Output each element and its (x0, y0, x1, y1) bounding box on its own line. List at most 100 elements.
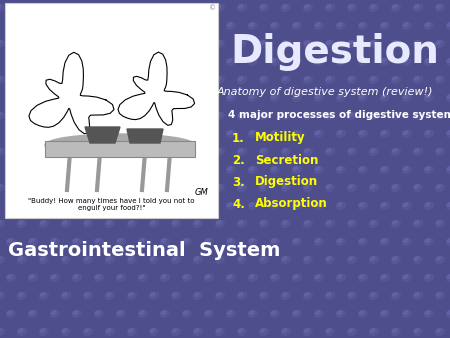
Ellipse shape (62, 41, 67, 44)
Ellipse shape (293, 23, 301, 29)
Ellipse shape (172, 221, 177, 224)
Ellipse shape (194, 113, 202, 119)
Ellipse shape (139, 239, 144, 242)
Ellipse shape (271, 311, 279, 317)
Ellipse shape (337, 274, 342, 279)
Ellipse shape (392, 113, 397, 116)
Text: 4.: 4. (232, 197, 245, 211)
Ellipse shape (183, 23, 191, 29)
Ellipse shape (227, 130, 232, 135)
Ellipse shape (447, 167, 450, 173)
Ellipse shape (62, 113, 67, 116)
Ellipse shape (0, 329, 4, 335)
Ellipse shape (139, 130, 144, 135)
Ellipse shape (62, 329, 70, 335)
Ellipse shape (359, 58, 364, 63)
Ellipse shape (73, 311, 81, 317)
Ellipse shape (84, 257, 92, 263)
Ellipse shape (216, 257, 221, 260)
Ellipse shape (227, 167, 232, 170)
Ellipse shape (0, 257, 4, 263)
Ellipse shape (150, 257, 155, 260)
Ellipse shape (95, 59, 103, 65)
Ellipse shape (414, 293, 419, 296)
Ellipse shape (414, 149, 422, 155)
Ellipse shape (161, 59, 169, 65)
Ellipse shape (293, 59, 301, 65)
Ellipse shape (18, 113, 26, 119)
Ellipse shape (84, 293, 89, 296)
Ellipse shape (205, 131, 213, 137)
Ellipse shape (260, 257, 268, 263)
Ellipse shape (0, 113, 1, 116)
Ellipse shape (216, 149, 221, 152)
Ellipse shape (436, 329, 441, 332)
Ellipse shape (315, 239, 320, 242)
Ellipse shape (348, 329, 356, 335)
Ellipse shape (381, 131, 389, 137)
FancyBboxPatch shape (45, 141, 195, 157)
Ellipse shape (161, 239, 166, 242)
Ellipse shape (40, 221, 45, 224)
Ellipse shape (183, 239, 191, 245)
Ellipse shape (403, 239, 408, 242)
Ellipse shape (282, 77, 287, 80)
Ellipse shape (315, 203, 323, 209)
Ellipse shape (106, 185, 114, 191)
Ellipse shape (348, 293, 356, 299)
Ellipse shape (403, 275, 411, 281)
Ellipse shape (95, 167, 103, 173)
Ellipse shape (326, 149, 331, 152)
Ellipse shape (95, 311, 103, 317)
Ellipse shape (392, 185, 397, 188)
Ellipse shape (194, 77, 199, 80)
Ellipse shape (447, 203, 450, 209)
Ellipse shape (337, 23, 345, 29)
Ellipse shape (51, 131, 59, 137)
Ellipse shape (348, 113, 356, 119)
Ellipse shape (403, 311, 408, 314)
Ellipse shape (414, 113, 422, 119)
Ellipse shape (238, 257, 243, 260)
Ellipse shape (326, 149, 334, 155)
Ellipse shape (172, 257, 180, 263)
Ellipse shape (216, 77, 224, 83)
Ellipse shape (62, 77, 67, 80)
Ellipse shape (348, 41, 356, 47)
Ellipse shape (425, 203, 433, 209)
Ellipse shape (425, 95, 430, 98)
Ellipse shape (436, 257, 441, 260)
Ellipse shape (106, 257, 111, 260)
Ellipse shape (282, 185, 290, 191)
Ellipse shape (293, 203, 301, 209)
Ellipse shape (392, 5, 400, 11)
Ellipse shape (150, 77, 155, 80)
Ellipse shape (73, 274, 78, 279)
Ellipse shape (403, 311, 411, 317)
Ellipse shape (7, 95, 12, 98)
Ellipse shape (447, 167, 450, 170)
Ellipse shape (106, 41, 114, 47)
Ellipse shape (95, 23, 100, 26)
Ellipse shape (392, 5, 397, 8)
Ellipse shape (40, 293, 45, 296)
Ellipse shape (183, 203, 191, 209)
Ellipse shape (194, 185, 202, 191)
Ellipse shape (150, 77, 158, 83)
Ellipse shape (183, 95, 188, 98)
Ellipse shape (249, 23, 257, 29)
Ellipse shape (139, 95, 147, 101)
Ellipse shape (106, 221, 111, 224)
Ellipse shape (95, 275, 103, 281)
Ellipse shape (326, 113, 331, 116)
Ellipse shape (260, 293, 268, 299)
Ellipse shape (304, 113, 309, 116)
Ellipse shape (381, 95, 389, 101)
Ellipse shape (414, 41, 422, 47)
Ellipse shape (84, 149, 92, 155)
Ellipse shape (326, 221, 334, 227)
Ellipse shape (106, 257, 114, 263)
Ellipse shape (348, 293, 353, 296)
Ellipse shape (95, 95, 100, 98)
Ellipse shape (326, 5, 331, 8)
